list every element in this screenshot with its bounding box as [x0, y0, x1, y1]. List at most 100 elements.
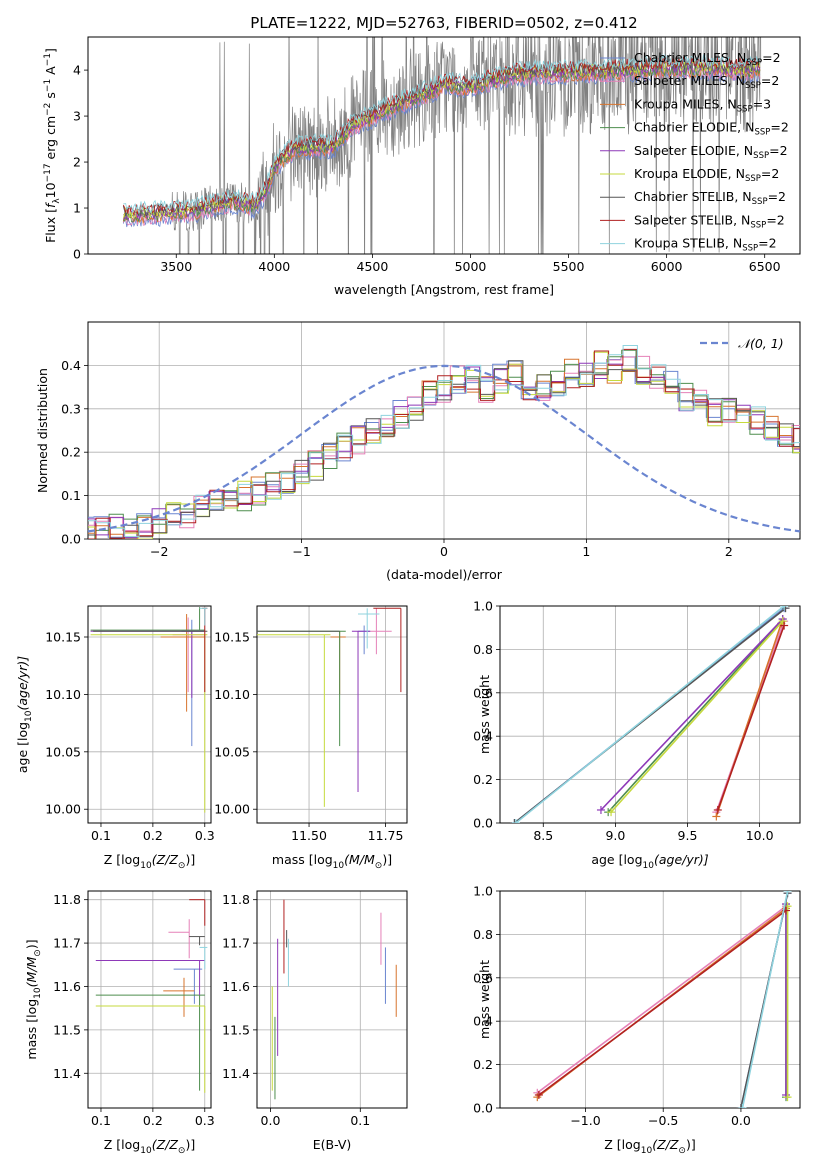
- age-vs-mass-errorbars: [257, 607, 402, 807]
- label-part: Z [log: [104, 1137, 140, 1152]
- label-part: (Z/Z: [152, 1137, 179, 1152]
- x-axis-label: Z [log10(Z/Z⊙)]: [104, 852, 195, 871]
- y-axis-label: mass weight: [477, 960, 492, 1039]
- x-tick-label: 0: [440, 544, 448, 559]
- y-tick-label: 1: [73, 201, 81, 216]
- model-line-salpeter-stelib: [122, 56, 761, 216]
- label-part: =2: [766, 212, 784, 227]
- legend-entry-chabrier-stelib: Chabrier STELIB, NSSP=2: [634, 189, 786, 207]
- label-part: A: [43, 66, 58, 79]
- histograms: [88, 345, 800, 539]
- x-tick-label: 1: [582, 544, 590, 559]
- legend-entry-kroupa-miles: Kroupa MILES, NSSP=3: [634, 96, 771, 114]
- x-tick-label: 4000: [258, 259, 290, 274]
- y-tick-label: 0.2: [473, 772, 493, 787]
- label-part: =2: [768, 189, 786, 204]
- label-part: SSP: [742, 244, 758, 254]
- y-tick-label: 0: [73, 247, 81, 262]
- x-tick-label: 0.2: [143, 1113, 163, 1128]
- y-tick-label: 0.2: [61, 445, 81, 460]
- y-tick-label: 0.4: [473, 1014, 493, 1029]
- label-part: =2: [770, 120, 788, 135]
- label-part: (M/M: [344, 852, 375, 867]
- y-tick-label: 0.0: [473, 1101, 493, 1116]
- weight-line-kroupa-stelib: [515, 606, 785, 823]
- histogram-kroupa-elodie: [88, 351, 800, 539]
- x-axis-label: wavelength [Angstrom, rest frame]: [334, 282, 554, 297]
- histogram-chabrier-miles: [88, 356, 800, 539]
- x-tick-label: −2: [150, 544, 168, 559]
- label-part: 10: [140, 1146, 152, 1156]
- weight-vs-age-axes: 8.5 9.0 9.5 10.0 0.0 0.2 0.4 0.6 0.8 1.0: [473, 599, 801, 843]
- label-part: 10: [333, 861, 345, 871]
- y-tick-label: 2: [73, 155, 81, 170]
- label-part: SSP: [745, 174, 761, 184]
- residuals-axes: −2 −1 0 1 2 0.0 0.1 0.2 0.3 0.4: [61, 321, 801, 559]
- label-part: −1: [43, 53, 53, 66]
- y-tick-label: 10.10: [45, 687, 81, 702]
- axes-frame: [256, 605, 408, 824]
- label-part: ⊙: [178, 861, 186, 871]
- x-tick-label: 2: [725, 544, 733, 559]
- y-tick-label: 10.00: [45, 802, 81, 817]
- axes-frame: [499, 605, 801, 824]
- weight-vs-age-lines: [510, 606, 790, 823]
- y-tick-label: 1.0: [473, 884, 493, 899]
- legend-entry-salpeter-elodie: Salpeter ELODIE, NSSP=2: [634, 143, 788, 161]
- x-tick-label: 6500: [749, 259, 781, 274]
- y-tick-label: 0.1: [61, 488, 81, 503]
- label-part: ⊙: [33, 949, 43, 957]
- x-tick-label: 6000: [651, 259, 683, 274]
- model-line-chabrier-elodie: [123, 63, 761, 223]
- label-part: Kroupa MILES, N: [634, 96, 737, 111]
- y-tick-label: 0.2: [473, 1057, 493, 1072]
- mass-vs-ebv-errorbars: [271, 899, 397, 1100]
- y-tick-label: 0.0: [473, 816, 493, 831]
- y-tick-label: 11.4: [53, 1066, 81, 1081]
- x-tick-label: 0.2: [143, 828, 163, 843]
- y-tick-label: 11.7: [222, 936, 250, 951]
- y-tick-label: 10.10: [214, 687, 250, 702]
- normal-curve: [87, 364, 801, 533]
- label-part: mass [log: [272, 852, 333, 867]
- x-axis-label: Z [log10(Z/Z⊙)]: [104, 1137, 195, 1156]
- legend-entry-kroupa-elodie: Kroupa ELODIE, NSSP=2: [634, 166, 779, 184]
- y-tick-label: 10.15: [214, 630, 250, 645]
- x-axis-label: mass [log10(M/M⊙)]: [272, 852, 392, 871]
- label-part: =2: [761, 166, 779, 181]
- model-line-kroupa-stelib: [123, 53, 761, 213]
- label-part: =2: [769, 143, 787, 158]
- x-tick-label: −1.0: [570, 1113, 600, 1128]
- label-part: −2: [43, 103, 53, 116]
- y-tick-label: 0.8: [473, 642, 493, 657]
- label-part: )]: [185, 1137, 195, 1152]
- label-part: ⊙: [375, 861, 383, 871]
- x-tick-label: 10.0: [746, 828, 774, 843]
- label-part: Z [log: [604, 1137, 640, 1152]
- label-part: Kroupa ELODIE, N: [634, 166, 745, 181]
- label-part: mass [log: [24, 999, 39, 1060]
- label-part: )]: [24, 939, 39, 949]
- y-tick-label: 0.4: [61, 358, 81, 373]
- x-tick-label: 0.0: [261, 1113, 281, 1128]
- axes-frame: [87, 36, 801, 255]
- y-tick-label: 0.0: [61, 532, 81, 547]
- x-tick-label: −0.5: [648, 1113, 678, 1128]
- y-tick-label: 10.05: [45, 744, 81, 759]
- label-part: 10: [24, 710, 34, 722]
- axes-frame: [256, 890, 408, 1109]
- axes-frame: [87, 890, 212, 1109]
- legend-entry-normal: 𝒩(0, 1): [738, 336, 784, 351]
- y-axis-label: mass [log10(M/M⊙)]: [24, 939, 43, 1059]
- label-part: Salpeter STELIB, N: [634, 212, 750, 227]
- y-tick-label: 3: [73, 109, 81, 124]
- label-part: Chabrier MILES, N: [634, 50, 746, 65]
- x-tick-label: 5500: [553, 259, 585, 274]
- histogram-salpeter-stelib: [88, 348, 800, 539]
- weight-vs-Z-axes: −1.0 −0.5 0.0 0.0 0.2 0.4 0.6 0.8 1.0: [473, 884, 801, 1128]
- y-tick-label: 1.0: [473, 599, 493, 614]
- x-axis-label: Z [log10(Z/Z⊙)]: [604, 1137, 695, 1156]
- legend-entry-salpeter-miles: Salpeter MILES, NSSP=2: [634, 73, 779, 91]
- x-tick-label: 0.1: [350, 1113, 370, 1128]
- weight-line-salpeter-stelib: [717, 625, 785, 811]
